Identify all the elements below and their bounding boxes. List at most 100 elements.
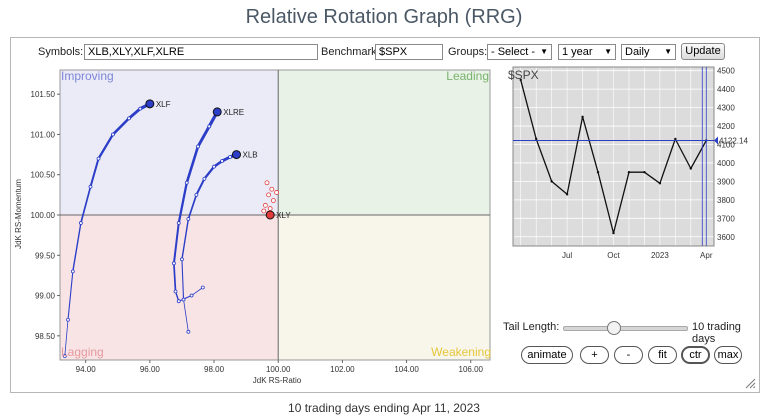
page-title: Relative Rotation Graph (RRG) [245, 6, 523, 28]
spx-y-tick-label: 4000 [717, 159, 735, 168]
xlre-tail-point [176, 299, 181, 304]
chevron-down-icon: ▼ [540, 47, 548, 56]
xlb-tail-point [194, 192, 199, 197]
xlre-tail-segment [177, 181, 188, 225]
xlre-tail-point [173, 289, 178, 294]
spx-y-tick-label: 3600 [717, 233, 735, 242]
zoom-in-button[interactable]: + [580, 346, 609, 364]
xlre-tail-segment [185, 145, 200, 185]
x-tick-label: 98.00 [204, 365, 225, 374]
symbols-input[interactable] [84, 44, 318, 60]
spx-y-tick-label: 3700 [717, 214, 735, 223]
xlre-tail-point [207, 124, 212, 129]
xlb-tail-point [202, 176, 207, 181]
xlre-tail-segment [191, 287, 204, 296]
xlb-head-point[interactable] [231, 150, 241, 160]
slider-track [563, 326, 688, 331]
xlf-tail-point [78, 221, 83, 225]
xly-tail-point [270, 198, 276, 203]
xlb-tail-point [186, 329, 191, 334]
spx-x-tick-label: Jul [562, 251, 572, 260]
rrg-quadrants [59, 69, 491, 361]
xly-tail-point [274, 190, 280, 195]
benchmark-input[interactable] [375, 44, 443, 60]
spx-point [565, 193, 569, 196]
spx-line [519, 78, 708, 235]
xlb-tail-point [181, 297, 186, 302]
animate-button[interactable]: animate [521, 346, 573, 364]
spx-point [612, 231, 615, 235]
xlb-tail-segment [183, 299, 189, 333]
spx-point [581, 115, 584, 119]
period-select[interactable]: 1 year ▼ [558, 44, 616, 60]
quadrant-improving [60, 70, 279, 215]
xlf-tail-segment [80, 185, 92, 224]
spx-point [534, 137, 538, 141]
spx-y-tick-label: 4300 [717, 104, 735, 113]
spx-point [519, 78, 522, 82]
zoom-out-button[interactable]: - [614, 346, 643, 364]
xlre-tail-point [184, 180, 189, 185]
quadrant-lagging [60, 215, 279, 360]
spx-title: $SPX [508, 68, 539, 82]
center-button[interactable]: ctr [681, 346, 710, 364]
xly-tail-point [264, 180, 270, 186]
x-tick-label: 100.00 [266, 365, 291, 374]
y-tick-label: 101.50 [31, 90, 56, 99]
xly-tail-point [266, 192, 271, 198]
x-tick-label: 96.00 [140, 365, 161, 374]
spx-point [643, 170, 646, 174]
spx-point [627, 170, 631, 174]
xlf-tail-segment [111, 117, 131, 136]
xly-tail-point [262, 202, 268, 208]
rrg-axes: 94.00 96.00 98.00 100.00 102.00 104.00 106.00 9… [31, 90, 484, 374]
groups-select[interactable]: - Select - ▼ [487, 44, 552, 60]
xlre-tail-point [189, 293, 194, 298]
spx-y-tick-label: 3800 [717, 196, 735, 205]
xlf-tail-segment [127, 107, 142, 120]
y-axis-label: JdK RS-Momentum [14, 179, 23, 249]
symbols-label: Symbols: [38, 46, 84, 58]
fit-button[interactable]: fit [648, 346, 677, 364]
update-button[interactable]: Update [681, 43, 725, 60]
rrg-chart[interactable]: 94.00 96.00 98.00 100.00 102.00 104.00 106.00 9… [11, 64, 501, 394]
xlre-tail-point [176, 221, 181, 225]
y-tick-label: 101.00 [31, 130, 56, 139]
xly-head-point[interactable] [265, 210, 275, 220]
x-tick-label: 106.00 [459, 365, 484, 374]
xlre-head-point[interactable] [212, 107, 222, 117]
xlre-tail-segment [172, 222, 180, 265]
resize-grip-icon[interactable] [744, 377, 756, 389]
spx-x-tick-label: Apr [700, 251, 713, 260]
period-select-value: 1 year [562, 46, 593, 58]
xlf-tail-segment [89, 157, 100, 188]
spx-grid: 3600 3700 3800 3900 4000 4100 4200 4300 4400 4500… [512, 66, 735, 260]
x-tick-label: 104.00 [394, 365, 419, 374]
tail-length-value: 10 trading days [692, 321, 741, 345]
spx-x-tick-label: Oct [607, 251, 620, 260]
frequency-select[interactable]: Daily ▼ [621, 44, 676, 60]
footer-caption: 10 trading days ending Apr 11, 2023 [288, 401, 480, 415]
quadrant-weakening [278, 215, 490, 360]
xlb-label: XLB [242, 151, 257, 160]
tail-length-slider[interactable] [563, 321, 688, 335]
spx-point [658, 182, 662, 185]
max-button[interactable]: max [714, 346, 742, 364]
slider-thumb[interactable] [607, 321, 622, 335]
xlb-tail-point [228, 155, 232, 159]
xlf-tail-point [66, 317, 70, 322]
xlf-tail-point [70, 269, 75, 274]
xlre-tail-segment [173, 262, 177, 293]
xly-tail-point [261, 208, 267, 214]
xlf-tail-point [88, 184, 93, 189]
chevron-down-icon: ▼ [604, 47, 612, 56]
xlb-tail-point [220, 159, 224, 163]
groups-select-value: - Select - [491, 46, 536, 58]
rrg-series: XLF XLRE XLB XLY [62, 99, 291, 358]
spx-point [550, 180, 553, 183]
xlre-label: XLRE [223, 108, 244, 117]
spx-point [596, 170, 600, 174]
xlb-tail-segment [181, 218, 190, 261]
xlf-head-point[interactable] [145, 99, 155, 109]
xlb-tail-segment [187, 194, 198, 220]
